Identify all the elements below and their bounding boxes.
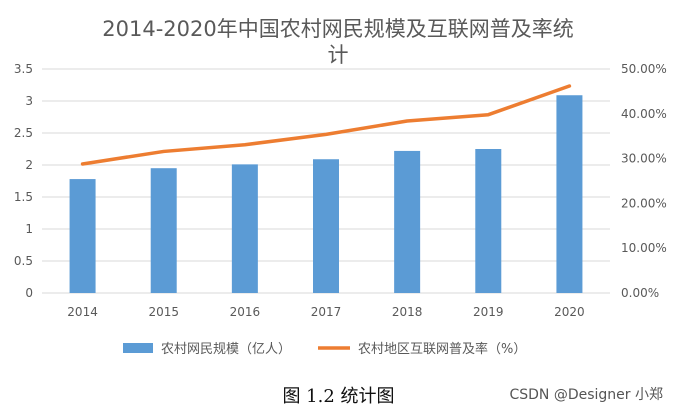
right-axis-tick-label: 50.00% <box>621 62 667 76</box>
left-axis-tick-label: 0 <box>25 286 33 300</box>
left-axis-tick-label: 1.5 <box>14 190 33 204</box>
bar <box>394 150 421 293</box>
left-axis-tick-label: 0.5 <box>14 254 33 268</box>
watermark: CSDN @Designer 小郑 <box>509 387 663 403</box>
legend-label-line: 农村地区互联网普及率（%） <box>358 341 526 357</box>
left-axis-tick-label: 3.5 <box>14 62 33 76</box>
bar-series <box>69 95 583 294</box>
x-axis-tick-label: 2019 <box>473 305 504 319</box>
right-axis-tick-label: 20.00% <box>621 196 667 210</box>
bar <box>69 179 96 293</box>
x-axis-tick-label: 2017 <box>311 305 342 319</box>
left-axis-ticks: 0 0.5 1 1.5 2 2.5 3 3.5 <box>14 62 33 300</box>
chart-title-line2: 计 <box>328 43 349 67</box>
x-axis-ticks: 2014 2015 2016 2017 2018 2019 2020 <box>67 305 584 319</box>
right-axis-tick-label: 10.00% <box>621 241 667 255</box>
bar <box>313 159 339 293</box>
legend: 农村网民规模（亿人） 农村地区互联网普及率（%） <box>123 341 526 357</box>
bar <box>556 95 583 294</box>
bar <box>231 164 258 293</box>
left-axis-tick-label: 3 <box>25 94 33 108</box>
x-axis-tick-label: 2018 <box>392 305 423 319</box>
x-axis-tick-label: 2015 <box>148 305 179 319</box>
right-axis-tick-label: 30.00% <box>621 152 667 166</box>
line-series <box>80 84 572 166</box>
figure-caption: 图 1.2 统计图 <box>282 386 395 407</box>
bar <box>475 149 502 293</box>
legend-swatch-bar <box>123 343 153 353</box>
x-axis-tick-label: 2020 <box>554 305 585 319</box>
x-axis-tick-label: 2014 <box>67 305 98 319</box>
right-axis-ticks: 0.00% 10.00% 20.00% 30.00% 40.00% 50.00% <box>621 62 667 300</box>
left-axis-tick-label: 2 <box>25 158 33 172</box>
left-axis-tick-label: 2.5 <box>14 126 33 140</box>
right-axis-tick-label: 0.00% <box>621 286 659 300</box>
chart: 2014-2020年中国农村网民规模及互联网普及率统 计 0 0.5 1 1.5 2 2.… <box>14 17 667 357</box>
left-axis-tick-label: 1 <box>25 222 33 236</box>
x-axis-tick-label: 2016 <box>230 305 261 319</box>
right-axis-tick-label: 40.00% <box>621 107 667 121</box>
chart-title-line1: 2014-2020年中国农村网民规模及互联网普及率统 <box>102 17 573 41</box>
series-line <box>80 84 572 166</box>
bar <box>150 168 177 293</box>
legend-label-bar: 农村网民规模（亿人） <box>161 342 291 357</box>
